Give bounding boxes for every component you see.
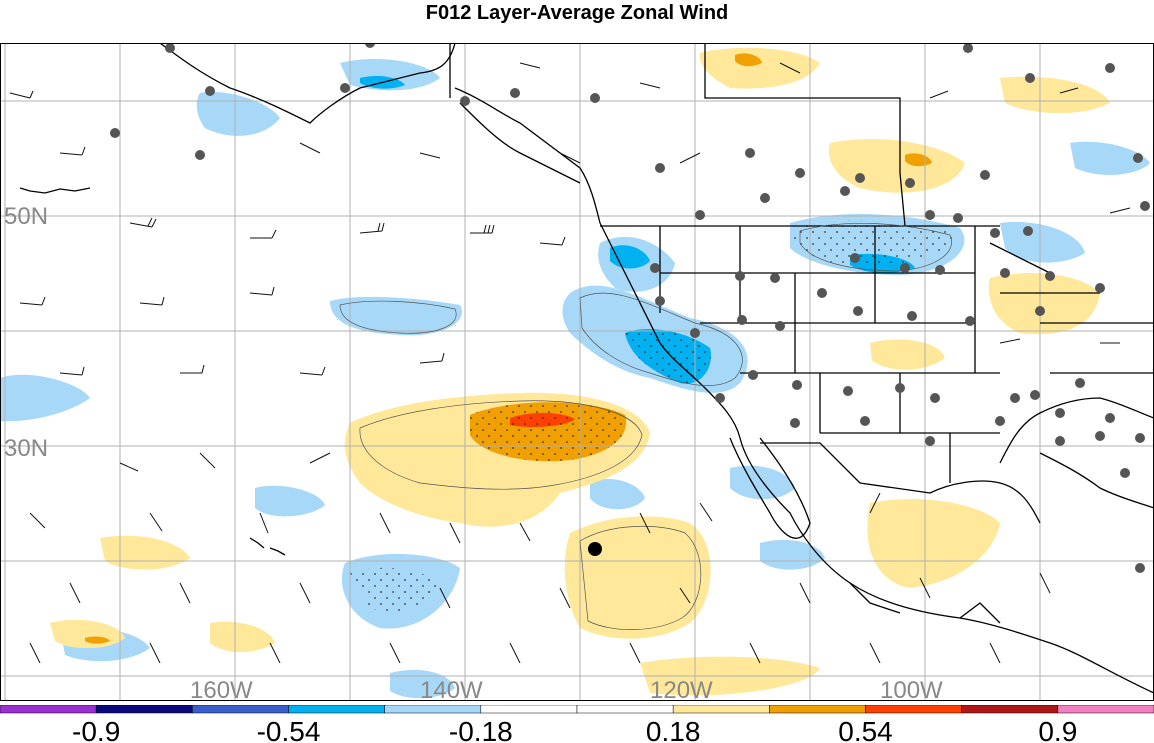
colorbar-swatch <box>0 705 97 714</box>
lon-label-120w: 120W <box>650 677 713 701</box>
lon-label-140w: 140W <box>420 677 483 701</box>
colorbar-label: -0.18 <box>449 716 513 743</box>
colorbar-swatch <box>192 705 289 714</box>
colorbar-swatch <box>1057 705 1154 714</box>
colorbar-swatches <box>0 705 1154 714</box>
map-title: F012 Layer-Average Zonal Wind <box>425 2 729 24</box>
colorbar-swatch <box>480 705 578 714</box>
highlighted-station-dot <box>588 542 602 556</box>
lat-label-30n: 30N <box>4 435 48 462</box>
colorbar-labels: -0.9 -0.54 -0.18 0.18 0.54 0.9 <box>72 716 1077 743</box>
colorbar-swatch <box>769 705 866 714</box>
colorbar-swatch <box>576 705 674 714</box>
graticule <box>0 43 1154 701</box>
colorbar-label: 0.18 <box>646 716 701 743</box>
lon-label-160w: 160W <box>190 677 253 701</box>
colorbar-label: 0.54 <box>838 716 893 743</box>
colorbar-swatch <box>865 705 962 714</box>
lat-label-50n: 50N <box>4 203 48 230</box>
significance-stipple <box>350 220 955 612</box>
contour-lines <box>339 223 952 630</box>
zonal-wind-map: 50N 30N 160W 140W 120W 100W <box>0 43 1154 701</box>
colorbar-label: -0.9 <box>72 716 120 743</box>
lon-label-100w: 100W <box>880 677 943 701</box>
colorbar-swatch <box>288 705 385 714</box>
colorbar-swatch <box>95 705 193 714</box>
colorbar: -0.9 -0.54 -0.18 0.18 0.54 0.9 <box>0 705 1154 743</box>
colorbar-swatch <box>961 705 1059 714</box>
wind-barbs <box>9 62 1131 664</box>
colorbar-swatch <box>384 705 482 714</box>
colorbar-swatch <box>672 705 770 714</box>
colorbar-label: 0.9 <box>1038 716 1077 743</box>
station-dots <box>110 43 1150 573</box>
colorbar-label: -0.54 <box>257 716 321 743</box>
